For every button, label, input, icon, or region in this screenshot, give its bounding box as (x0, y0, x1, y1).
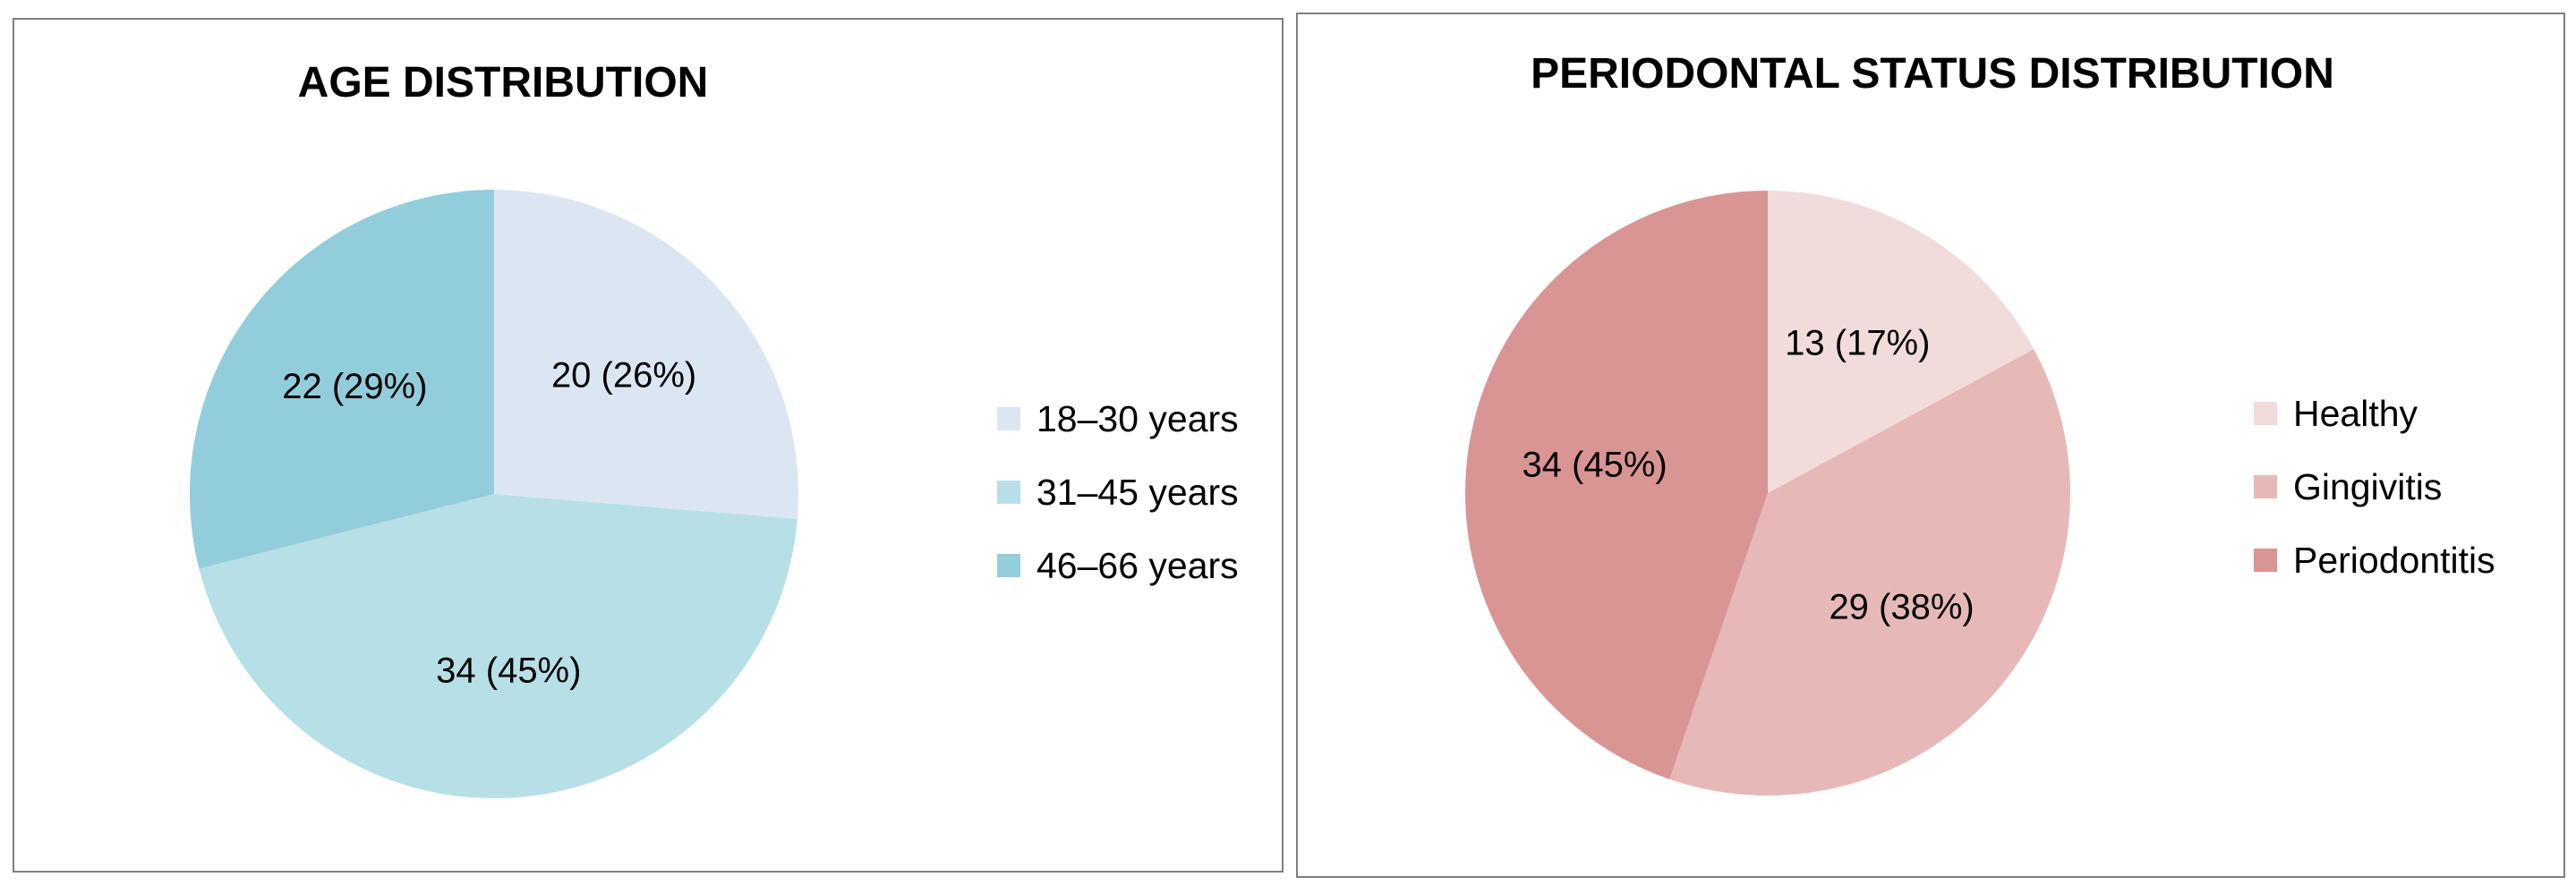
chart-title: AGE DISTRIBUTION (298, 59, 709, 106)
data-label-healthy: 13 (17%) (1785, 324, 1930, 363)
periodontal-pie-svg: PERIODONTAL STATUS DISTRIBUTION 13 (17%)… (1464, 50, 2495, 796)
legend-swatch-31-45-years (997, 481, 1020, 504)
age-distribution-chart: AGE DISTRIBUTION 20 (26%) 34 (45%) 22 (29%… (13, 18, 1284, 873)
data-label-gingivitis: 29 (38%) (1829, 588, 1974, 627)
pie-slices (1464, 190, 2070, 796)
legend-label-18-30-years: 18–30 years (1036, 398, 1239, 439)
age-pie-svg: AGE DISTRIBUTION 20 (26%) 34 (45%) 22 (29%… (189, 59, 1239, 799)
data-label-18-30-years: 20 (26%) (551, 355, 696, 395)
legend-swatch-18-30-years (997, 407, 1020, 430)
legend: Healthy Gingivitis Periodontitis (2254, 393, 2495, 581)
pie-slice-gingivitis (1669, 349, 2070, 796)
legend-label-gingivitis: Gingivitis (2293, 466, 2442, 507)
pie-slice-healthy (1768, 191, 2034, 493)
legend-label-31-45-years: 31–45 years (1036, 472, 1239, 513)
data-label-46-66-years: 22 (29%) (282, 367, 427, 406)
legend-label-periodontitis: Periodontitis (2293, 540, 2495, 581)
legend-label-healthy: Healthy (2293, 393, 2418, 434)
periodontal-status-chart: PERIODONTAL STATUS DISTRIBUTION 13 (17%)… (1296, 13, 2565, 878)
pie-slice-periodontitis (1464, 190, 1768, 779)
chart-title: PERIODONTAL STATUS DISTRIBUTION (1531, 50, 2334, 98)
legend-swatch-gingivitis (2254, 475, 2277, 498)
legend-swatch-healthy (2254, 402, 2277, 425)
data-label-periodontitis: 34 (45%) (1522, 446, 1667, 485)
legend-swatch-46-66-years (997, 554, 1020, 577)
legend-label-46-66-years: 46–66 years (1036, 545, 1239, 586)
data-labels: 13 (17%) 29 (38%) 34 (45%) (1522, 324, 1974, 627)
pie-slice-18-30-years (494, 190, 799, 520)
data-label-31-45-years: 34 (45%) (436, 651, 581, 691)
pie-slices (189, 190, 799, 799)
pie-slice-31-45-years (199, 494, 798, 799)
pie-slice-46-66-years (189, 190, 494, 569)
legend-swatch-periodontitis (2254, 549, 2277, 572)
data-labels: 20 (26%) 34 (45%) 22 (29%) (282, 355, 696, 690)
legend: 18–30 years 31–45 years 46–66 years (997, 398, 1239, 586)
